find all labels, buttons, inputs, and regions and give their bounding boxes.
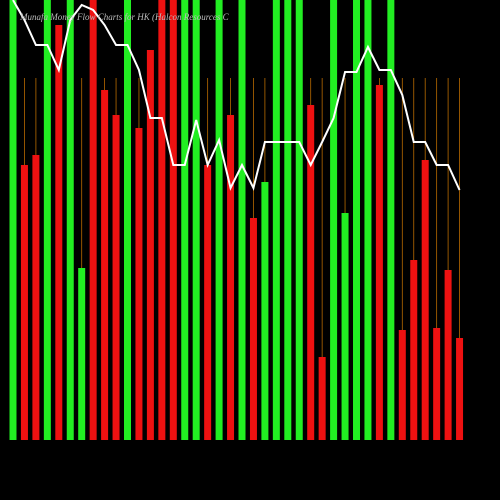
bar (181, 0, 189, 440)
bar (169, 0, 177, 440)
bar (9, 0, 17, 440)
bar (444, 270, 452, 440)
bar (204, 165, 212, 440)
bar (112, 115, 120, 440)
bar (101, 90, 109, 440)
bar (387, 0, 395, 440)
bar (284, 0, 292, 440)
bar (341, 213, 349, 440)
bars (9, 0, 464, 440)
bar (295, 0, 303, 440)
bar (124, 0, 131, 440)
bar (215, 0, 223, 440)
bar (353, 0, 360, 440)
bar (192, 0, 200, 440)
bar (158, 0, 166, 440)
bar (318, 357, 326, 440)
bar (261, 182, 269, 440)
bar (89, 0, 97, 440)
bar (55, 25, 63, 440)
bar (43, 0, 51, 440)
bar (433, 328, 441, 440)
bar (375, 85, 383, 440)
chart-title: Munafa Money Flow Charts for HK (Halcon … (19, 12, 230, 22)
bar (238, 0, 246, 440)
bar (330, 0, 338, 440)
bar (227, 115, 235, 440)
bar (66, 0, 74, 440)
flow-line (12, 0, 461, 191)
bar (364, 0, 372, 440)
bar (307, 105, 315, 440)
lines (12, 0, 461, 191)
bar (456, 338, 464, 440)
bar (20, 165, 28, 440)
bar (135, 128, 143, 440)
bar (421, 160, 429, 440)
bar (78, 268, 86, 440)
bar (398, 330, 406, 440)
bar (249, 218, 257, 440)
bar (410, 260, 418, 440)
bar (32, 155, 40, 440)
bar (146, 50, 154, 440)
bar (272, 0, 280, 440)
